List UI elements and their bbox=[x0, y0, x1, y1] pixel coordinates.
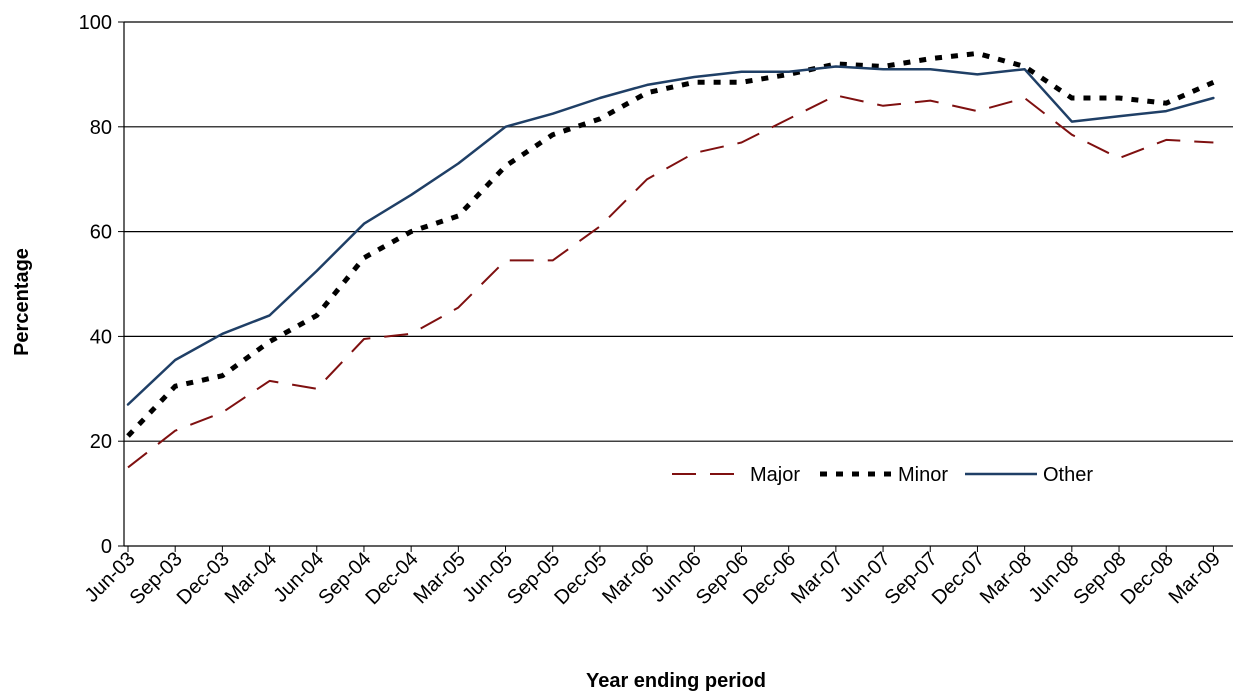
gridlines bbox=[124, 21, 1233, 442]
legend: Major Minor Other bbox=[672, 464, 1093, 486]
x-tick-label: Sep-04 bbox=[314, 548, 375, 609]
legend-label-minor: Minor bbox=[898, 464, 948, 486]
x-tick-label: Sep-03 bbox=[126, 548, 187, 609]
x-tick-label: Mar-04 bbox=[221, 548, 281, 608]
x-tick-label: Sep-05 bbox=[503, 548, 564, 609]
x-tick-label: Sep-07 bbox=[881, 548, 942, 609]
x-tick-label: Dec-05 bbox=[550, 548, 611, 609]
x-tick-label: Mar-08 bbox=[976, 548, 1036, 608]
legend-label-other: Other bbox=[1043, 464, 1093, 486]
series-line-minor bbox=[126, 50, 1215, 438]
x-tick-label: Sep-08 bbox=[1069, 548, 1130, 609]
x-tick-label: Dec-07 bbox=[928, 548, 989, 609]
y-axis-title: Percentage bbox=[11, 248, 33, 356]
series-line-major bbox=[127, 94, 1214, 469]
legend-label-major: Major bbox=[750, 464, 800, 486]
y-tick-label: 60 bbox=[90, 222, 112, 244]
x-tick-label: Mar-09 bbox=[1165, 548, 1225, 608]
x-tick-label: Dec-03 bbox=[173, 548, 234, 609]
x-tick-label: Mar-05 bbox=[410, 548, 470, 608]
axes: 020406080100Jun-03Sep-03Dec-03Mar-04Jun-… bbox=[79, 12, 1233, 609]
series-line-other bbox=[126, 65, 1215, 406]
x-axis-title: Year ending period bbox=[586, 670, 766, 692]
series-lines bbox=[126, 50, 1215, 469]
x-tick-label: Sep-06 bbox=[692, 548, 753, 609]
x-tick-label: Mar-07 bbox=[787, 548, 847, 608]
x-tick-label: Dec-06 bbox=[739, 548, 800, 609]
x-tick-label: Dec-04 bbox=[362, 548, 423, 609]
y-tick-label: 100 bbox=[79, 12, 112, 34]
y-tick-label: 0 bbox=[101, 536, 112, 558]
y-tick-label: 80 bbox=[90, 117, 112, 139]
y-tick-label: 40 bbox=[90, 326, 112, 348]
x-tick-label: Dec-08 bbox=[1117, 548, 1178, 609]
x-tick-label: Mar-06 bbox=[598, 548, 658, 608]
y-tick-label: 20 bbox=[90, 431, 112, 453]
